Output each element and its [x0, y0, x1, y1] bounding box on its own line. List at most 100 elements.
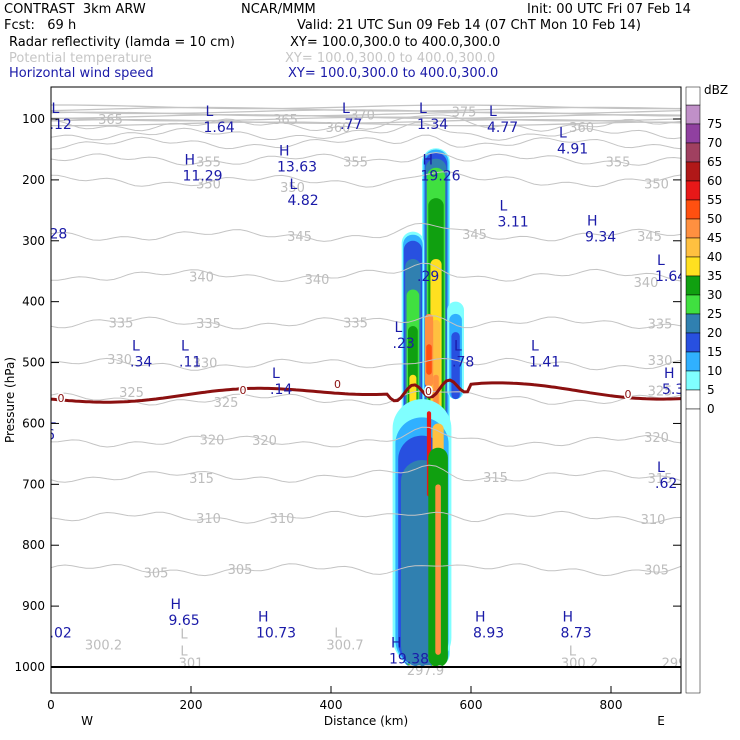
y-tick-label: 700: [22, 477, 45, 491]
theta-contour-365: [51, 122, 681, 141]
theta-strat-line: [51, 111, 681, 117]
wind-extremum-value: .62: [655, 476, 677, 492]
wind-extremum-value: 28: [50, 227, 68, 243]
theta-strat-line: [51, 118, 681, 124]
wind-extremum-type: L: [657, 460, 665, 476]
colorbar-label: 50: [707, 212, 722, 226]
theta-strat-line: [51, 106, 681, 112]
colorbar-label: 35: [707, 269, 722, 283]
colorbar-label: 70: [707, 136, 722, 150]
theta-label: 360: [569, 121, 594, 136]
field-wind: Horizontal wind speed: [9, 66, 154, 81]
wind-extremum-type: H: [185, 153, 196, 169]
y-tick-label: 900: [22, 599, 45, 613]
theta-label: 300.2: [85, 638, 122, 653]
theta-contour-370: [51, 114, 681, 132]
theta-label: 350: [644, 178, 669, 193]
wind-extremum-type: H: [664, 366, 675, 382]
freezing-level-label: 0: [425, 385, 432, 398]
theta-label: 355: [343, 156, 368, 171]
theta-label: 310: [196, 512, 221, 527]
wind-extremum-value: .34: [130, 354, 152, 370]
wind-extremum-type: L: [342, 101, 350, 117]
wind-extremum-type: L: [52, 101, 60, 117]
theta-label: 340: [634, 276, 659, 291]
wind-extremum-type: H: [391, 636, 402, 652]
colorbar-label: 40: [707, 250, 722, 264]
theta-label: 330: [107, 353, 132, 368]
wind-extremum-type: L: [181, 338, 189, 354]
x-axis-title: Distance (km): [324, 714, 408, 728]
colorbar-label: 0: [707, 402, 715, 416]
wind-extremum-value: 1.64: [204, 120, 235, 136]
reflectivity-field: [392, 148, 464, 668]
colorbar-label: 45: [707, 231, 722, 245]
wind-extremum-value: .23: [393, 336, 415, 352]
x-tick-label: 0: [47, 698, 55, 712]
wind-extremum-type: H: [171, 597, 182, 613]
wind-extremum-value: .12: [50, 117, 72, 133]
freezing-level-line: [51, 378, 681, 404]
wind-extremum-type: L: [657, 253, 665, 269]
colorbar-swatch: [685, 218, 701, 239]
theta-label: 315: [483, 471, 508, 486]
wind-extremum-type: H: [563, 609, 574, 625]
theta-label: 355: [606, 156, 631, 171]
wind-extremum-type: H: [279, 144, 290, 160]
colorbar-swatch: [685, 351, 701, 372]
theta-contour-315: [51, 464, 681, 483]
colorbar-swatch: [685, 275, 701, 296]
theta-label: 330: [193, 357, 218, 372]
theta-contour-320: [51, 426, 681, 448]
colorbar-swatch: [685, 199, 701, 220]
theta-label: 340: [189, 271, 214, 286]
colorbar-top-cap: [685, 86, 701, 106]
theta-label: 310: [641, 513, 666, 528]
y-tick-label: 800: [22, 538, 45, 552]
y-tick-label: 400: [22, 295, 45, 309]
theta-label: 370: [350, 109, 375, 124]
colorbar-label: 60: [707, 174, 722, 188]
theta-label: 320: [252, 434, 277, 449]
colorbar-swatch: [685, 237, 701, 258]
colorbar-unit: dBZ: [704, 83, 728, 97]
colorbar-label: 25: [707, 307, 722, 321]
wind-extremum-type: L: [454, 338, 462, 354]
theta-label: L: [180, 628, 188, 643]
init-time: Init: 00 UTC Fri 07 Feb 14: [527, 2, 691, 17]
freezing-level-label: 0: [240, 384, 247, 397]
wind-extremum-value: 4.82: [288, 193, 319, 209]
forecast-hour: Fcst: 69 h: [4, 18, 77, 33]
y-tick-label: 1000: [14, 660, 45, 674]
wind-extremum-value: .14: [270, 382, 292, 398]
theta-label: 360: [326, 121, 351, 136]
theta-contours: [51, 104, 681, 577]
theta-label: 365: [273, 113, 298, 128]
theta-label: 335: [196, 317, 221, 332]
wind-extremum-value: 4.77: [487, 120, 518, 136]
freezing-level-label: 0: [625, 388, 632, 401]
model-title: CONTRAST 3km ARW: [4, 2, 146, 17]
wind-extremum-value: 1.64: [655, 269, 686, 285]
theta-contour-350: [51, 171, 681, 188]
colorbar-label: 5: [707, 383, 715, 397]
freezing-level-label: 0: [334, 378, 341, 391]
theta-label: 300.2: [561, 657, 598, 672]
freezing-level-label: 0: [58, 392, 65, 405]
colorbar-label: 30: [707, 288, 722, 302]
colorbar-label: 65: [707, 155, 722, 169]
wind-extremum-value: 6: [46, 427, 55, 443]
wind-extremum-value: 8.93: [473, 625, 504, 641]
theta-label: 340: [305, 273, 330, 288]
wind-extremum-value: 9.34: [585, 230, 616, 246]
colorbar-swatch: [685, 123, 701, 144]
field-reflectivity-xy: XY= 100.0,300.0 to 400.0,300.0: [290, 35, 501, 50]
theta-label: 330: [648, 354, 673, 369]
colorbar-label: 20: [707, 326, 722, 340]
theta-contour-335: [51, 315, 681, 330]
theta-label: L: [180, 645, 188, 660]
echo-base-2: [435, 484, 441, 655]
